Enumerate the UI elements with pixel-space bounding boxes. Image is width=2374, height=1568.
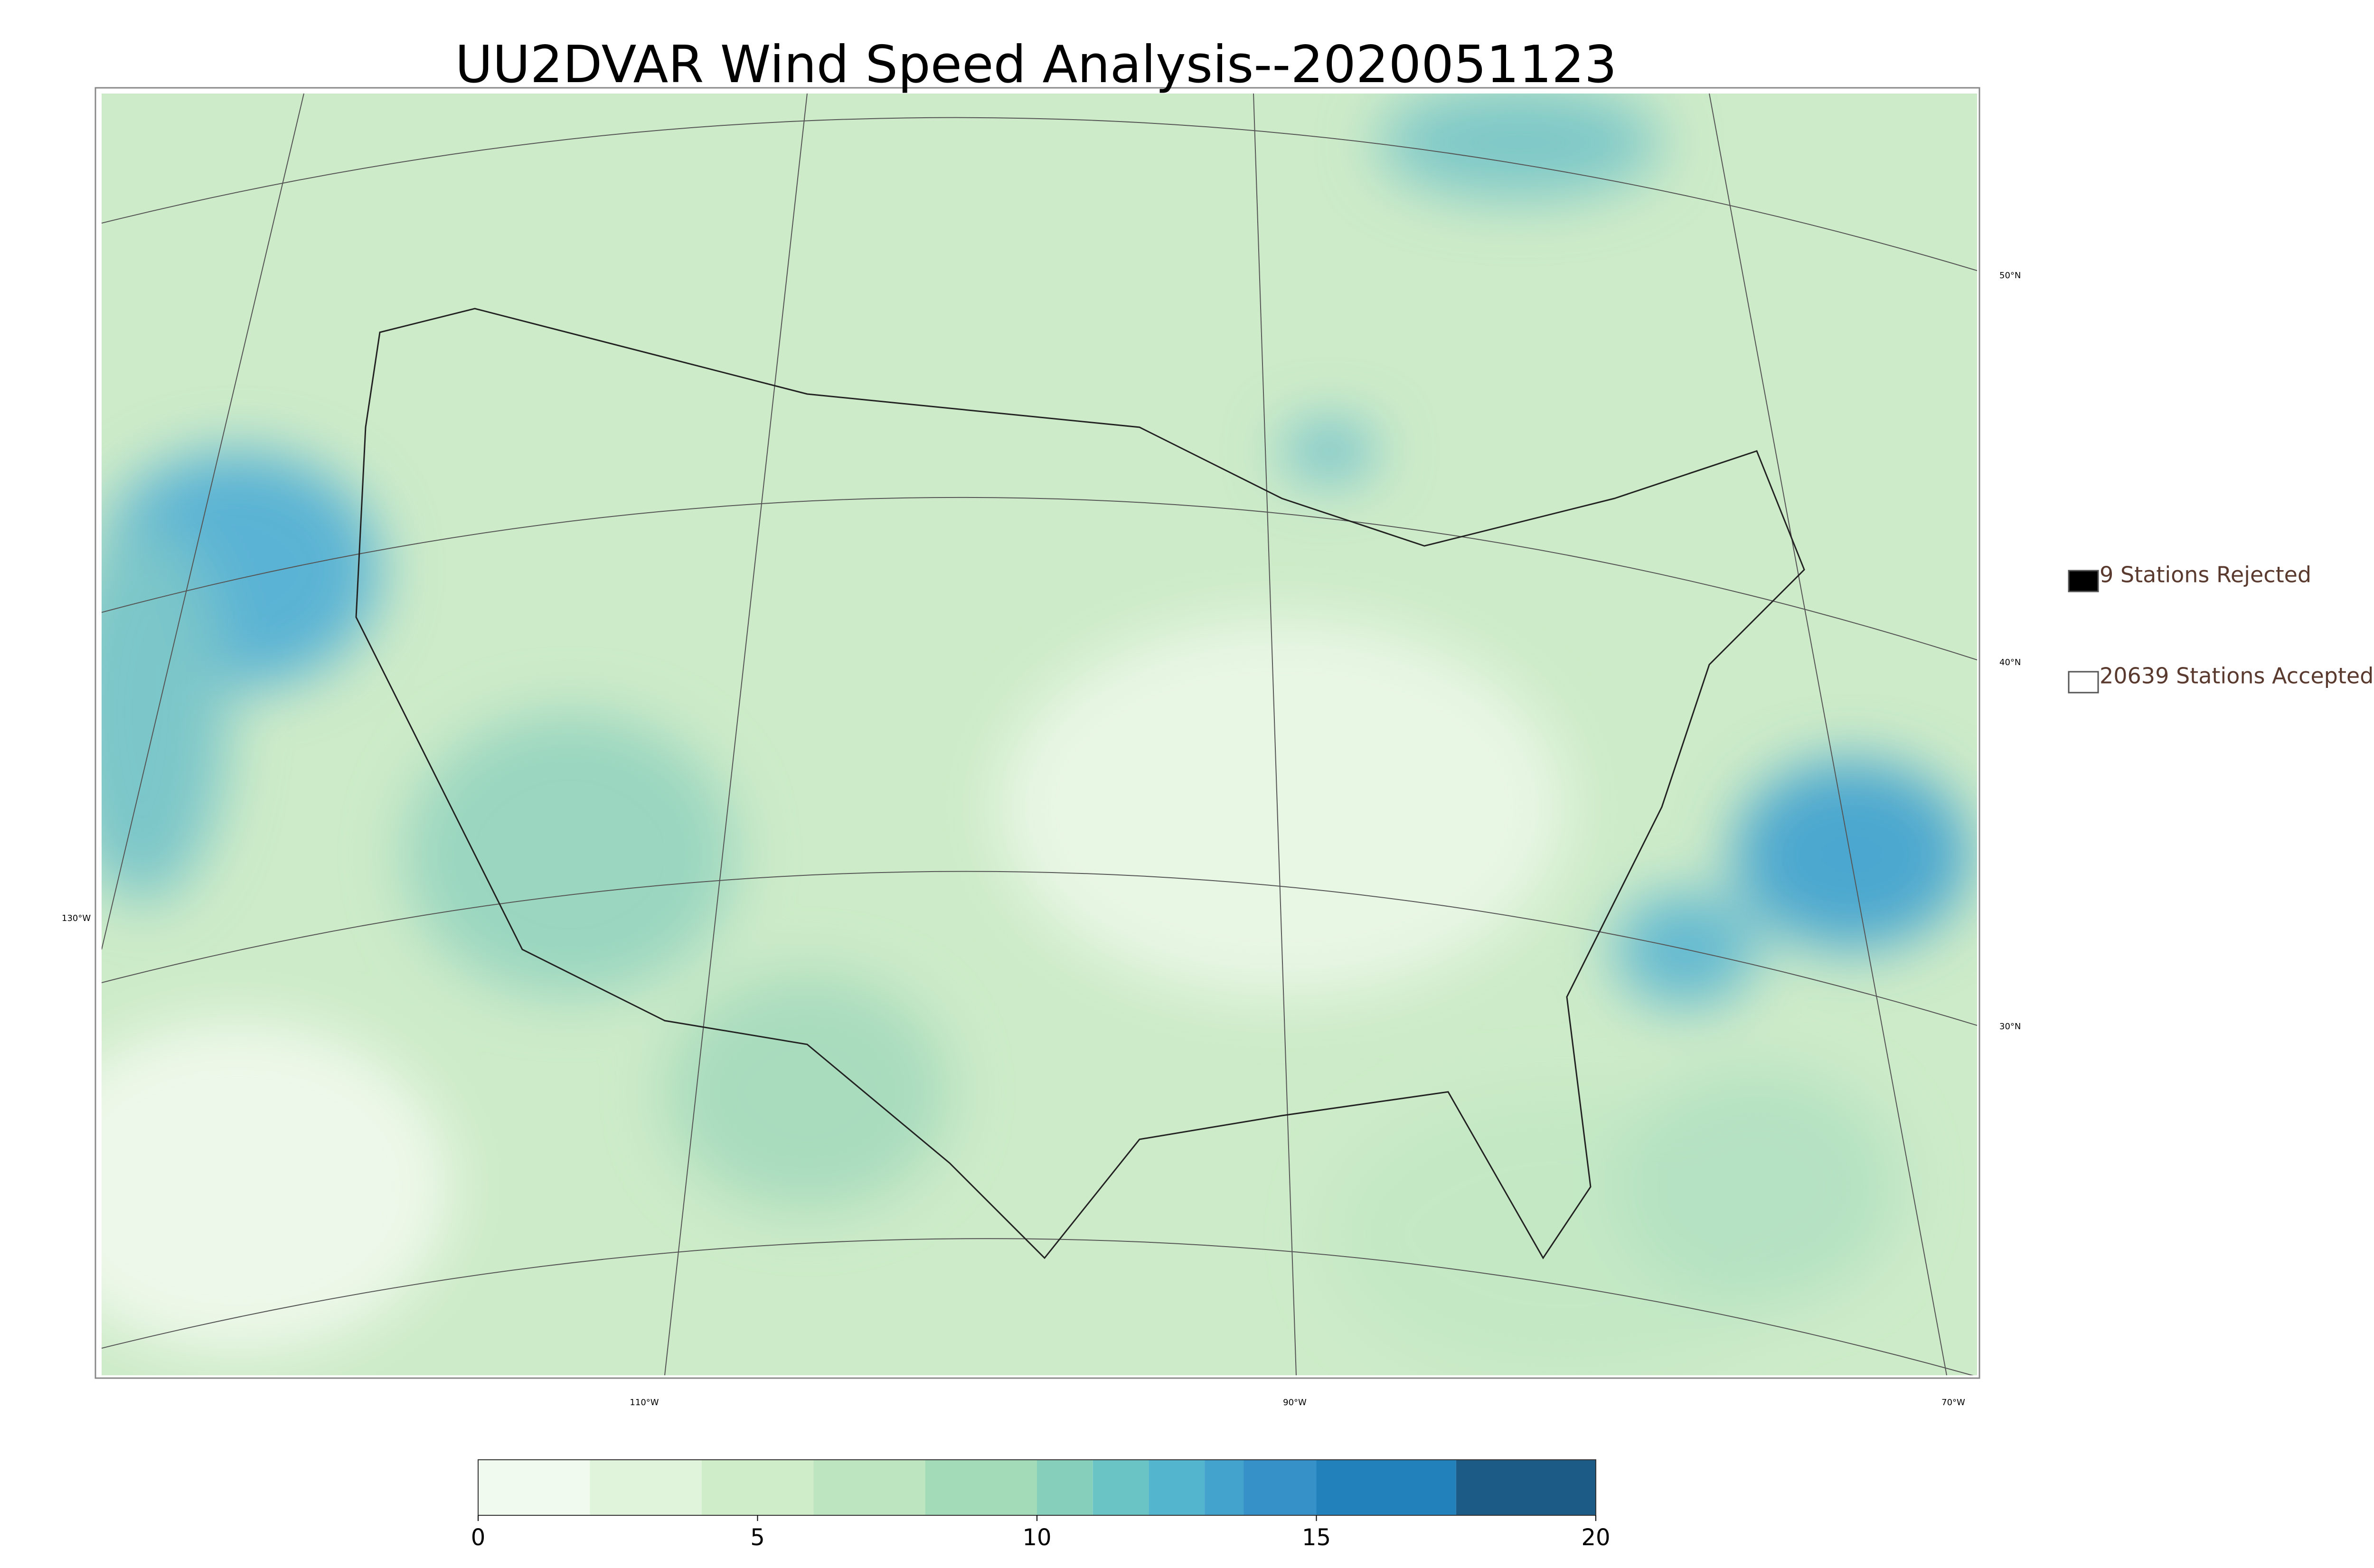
legend-swatch bbox=[2068, 671, 2099, 694]
colorbar-segment bbox=[590, 1460, 702, 1515]
legend: 9 Stations Rejected 20639 Stations Accept… bbox=[2068, 562, 2374, 694]
colorbar-segment bbox=[1093, 1460, 1149, 1515]
colorbar: 0 5 10 15 20 bbox=[471, 1459, 1611, 1551]
colorbar-segment bbox=[1244, 1460, 1317, 1515]
colorbar-segment bbox=[1149, 1460, 1205, 1515]
colorbar-tick-label: 20 bbox=[1581, 1524, 1610, 1551]
colorbar-segment bbox=[925, 1460, 1037, 1515]
coastline bbox=[355, 308, 1805, 1259]
colorbar-tick-label: 0 bbox=[471, 1524, 486, 1551]
graticule-labels: 50°N 40°N 30°N 130°W 110°W 90°W 70°W bbox=[62, 271, 2021, 1408]
map bbox=[94, 87, 1980, 1379]
graticule bbox=[102, 94, 1977, 1375]
latitude-label: 40°N bbox=[1999, 657, 2021, 667]
colorbar-segment bbox=[1037, 1460, 1093, 1515]
latitude-label: 50°N bbox=[1999, 271, 2021, 281]
colorbar-segment bbox=[1205, 1460, 1244, 1515]
colorbar-segment bbox=[1316, 1460, 1456, 1515]
longitude-label: 70°W bbox=[1941, 1398, 1965, 1408]
longitude-label: 90°W bbox=[1283, 1398, 1307, 1408]
legend-swatch bbox=[2068, 570, 2099, 592]
colorbar-segment bbox=[701, 1460, 814, 1515]
legend-label: 20639 Stations Accepted bbox=[2100, 663, 2374, 689]
colorbar-segment bbox=[1456, 1460, 1596, 1515]
colorbar-segment bbox=[478, 1460, 590, 1515]
wind-field bbox=[102, 94, 1977, 1375]
map-title: UU2DVAR Wind Speed Analysis--2020051123 bbox=[455, 35, 1617, 94]
longitude-label: 110°W bbox=[630, 1398, 659, 1408]
colorbar-segment bbox=[813, 1460, 925, 1515]
legend-label: 9 Stations Rejected bbox=[2100, 562, 2311, 588]
longitude-label: 130°W bbox=[62, 913, 91, 923]
colorbar-tick-label: 5 bbox=[750, 1524, 765, 1551]
latitude-label: 30°N bbox=[1999, 1022, 2021, 1032]
colorbar-tick-label: 15 bbox=[1302, 1524, 1331, 1551]
colorbar-tick-label: 10 bbox=[1022, 1524, 1051, 1551]
